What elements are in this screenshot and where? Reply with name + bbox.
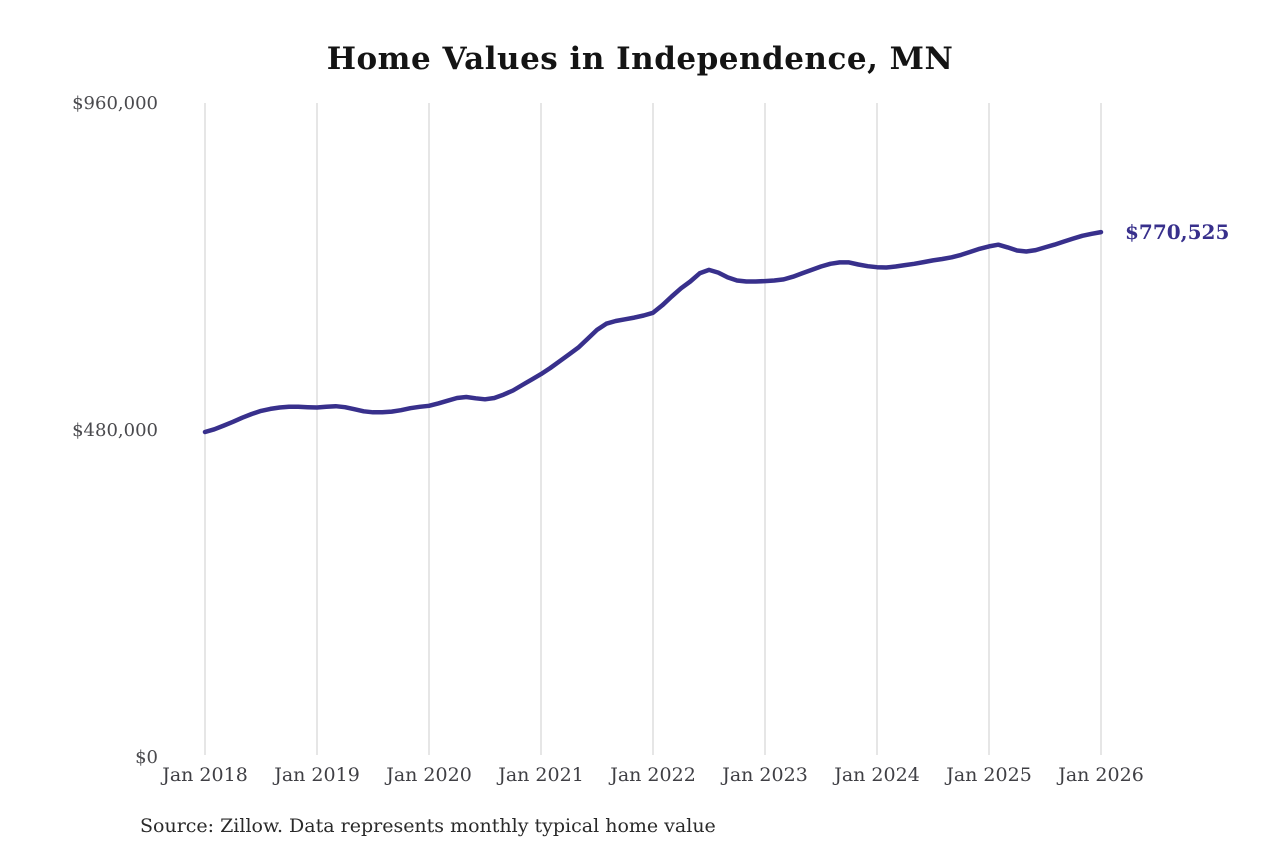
x-tick-label: Jan 2020 <box>384 764 472 786</box>
chart-title: Home Values in Independence, MN <box>326 41 954 77</box>
x-tick-label: Jan 2018 <box>160 764 248 786</box>
x-tick-label: Jan 2024 <box>832 764 920 786</box>
y-tick-label: $480,000 <box>72 420 158 441</box>
x-tick-label: Jan 2023 <box>720 764 808 786</box>
source-note: Source: Zillow. Data represents monthly … <box>140 815 716 837</box>
x-tick-label: Jan 2025 <box>944 764 1032 786</box>
x-tick-label: Jan 2022 <box>608 764 696 786</box>
home-value-line <box>202 229 1104 435</box>
latest-value-label: $770,525 <box>1125 220 1229 244</box>
x-tick-label: Jan 2026 <box>1056 764 1144 786</box>
y-tick-label: $960,000 <box>72 93 158 114</box>
x-tick-label: Jan 2019 <box>272 764 360 786</box>
y-tick-label: $0 <box>135 747 158 768</box>
x-tick-label: Jan 2021 <box>496 764 584 786</box>
